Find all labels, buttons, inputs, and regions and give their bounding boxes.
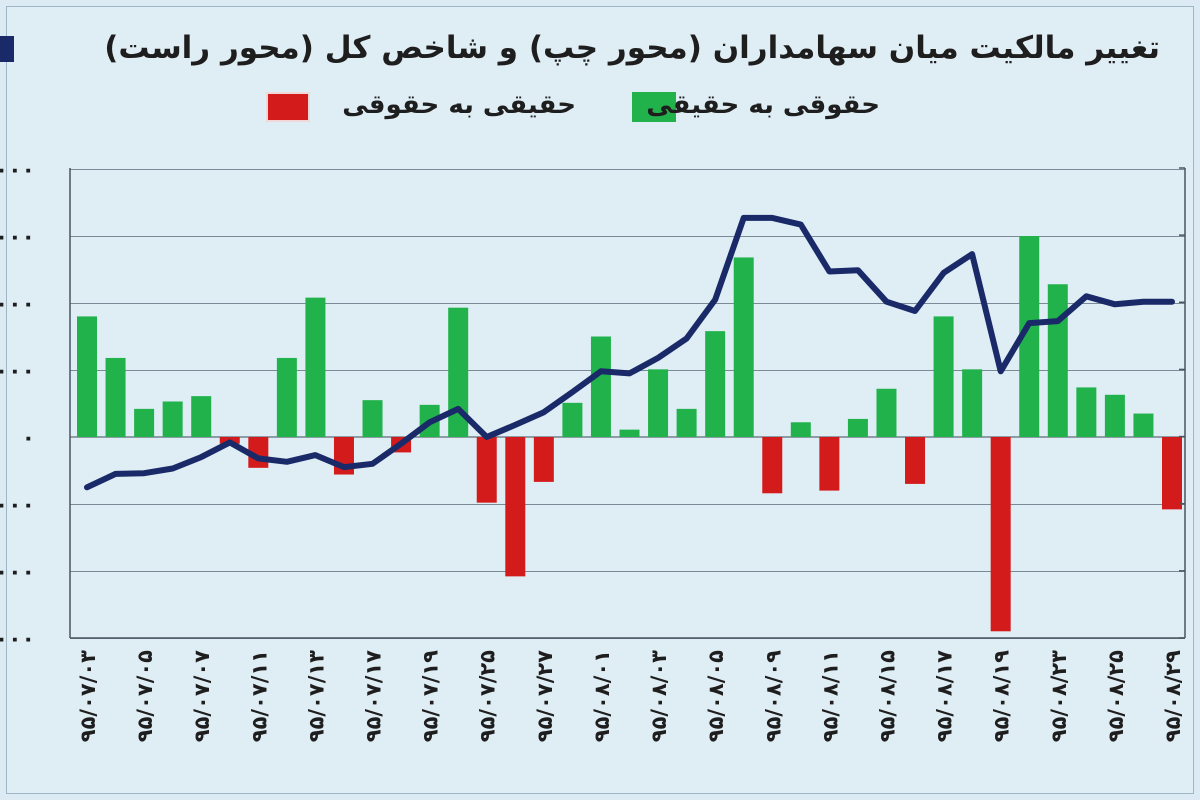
bar-green: [162, 401, 183, 437]
x-tick-label: ۹۵/۰۸/۲۹: [1161, 650, 1185, 742]
x-tick-label: ۹۵/۰۸/۰۱: [590, 650, 614, 742]
y-tick-label: ۰۰۰: [0, 359, 35, 384]
y-tick-label: ۰۰۰: [0, 292, 35, 317]
x-tick-label: ۹۵/۰۸/۰۳: [647, 650, 671, 742]
x-tick-label: ۹۵/۰۸/۰۵: [704, 650, 728, 742]
index-line: [84, 214, 1175, 491]
bar-green: [1047, 284, 1068, 437]
line-layer: [84, 214, 1175, 491]
bar-green: [448, 307, 469, 437]
legend-label-red: حقیقی به حقوقی: [342, 90, 576, 120]
bar-red: [990, 437, 1011, 632]
bar-green: [1019, 236, 1040, 437]
x-tick-label: ۹۵/۰۷/۰۷: [190, 650, 214, 742]
grid-layer: [70, 169, 1185, 639]
axis-layer: [69, 167, 1186, 639]
bar-green: [733, 257, 754, 437]
bar-green: [276, 357, 297, 437]
x-tick-label: ۹۵/۰۸/۰۹: [761, 650, 785, 742]
x-tick-label: ۹۵/۰۷/۲۵: [476, 650, 500, 742]
bar-green: [619, 429, 640, 437]
x-tick-label: ۹۵/۰۷/۱۹: [419, 650, 443, 742]
bar-green: [876, 388, 897, 437]
bar-red: [762, 437, 783, 494]
legend: حقوقی به حقیقی حقیقی به حقوقی: [0, 88, 1200, 128]
bar-red: [1162, 437, 1182, 510]
bar-green: [648, 369, 669, 437]
x-tick-label: ۹۵/۰۸/۲۳: [1047, 650, 1071, 742]
y-tick-label: ۰۰۰: [0, 158, 35, 183]
bar-red: [819, 437, 840, 491]
legend-item-red: حقیقی به حقوقی: [266, 88, 576, 128]
bar-green: [933, 316, 954, 437]
x-tick-label: ۹۵/۰۷/۲۷: [533, 650, 557, 742]
bar-green: [1133, 413, 1154, 437]
bar-green: [562, 402, 583, 437]
bar-green: [962, 369, 983, 437]
bar-green: [790, 422, 811, 437]
y-tick-label: ۰۰۰: [0, 560, 35, 585]
bar-red: [533, 437, 554, 482]
x-tick-label: ۹۵/۰۷/۰۳: [76, 650, 100, 742]
bar-red: [476, 437, 497, 503]
chart-title: تغییر مالکیت میان سهامداران (محور چپ) و …: [104, 30, 1160, 66]
bar-layer: [77, 236, 1182, 632]
bar-red: [505, 437, 526, 577]
x-tick-label: ۹۵/۰۸/۱۹: [990, 650, 1014, 742]
x-tick-label: ۹۵/۰۸/۲۵: [1104, 650, 1128, 742]
x-tick-label: ۹۵/۰۸/۱۱: [818, 650, 842, 742]
bar-green: [590, 336, 611, 437]
bar-green: [362, 400, 383, 437]
y-tick-label: ۰۰۰: [0, 225, 35, 250]
y-tick-label: ۰۰۰: [0, 493, 35, 518]
legend-label-green: حقوقی به حقیقی: [646, 90, 880, 120]
bar-green: [847, 418, 868, 437]
legend-swatch-red: [266, 92, 310, 122]
y-tick-label: ۰۰۰: [0, 627, 35, 652]
legend-item-green: حقوقی به حقیقی: [300, 88, 880, 128]
bar-green: [77, 316, 97, 437]
legend-swatch-green: [632, 92, 676, 122]
bar-green: [705, 331, 726, 437]
x-tick-label: ۹۵/۰۷/۱۱: [247, 650, 271, 742]
bar-green: [1104, 394, 1125, 437]
bar-green: [105, 357, 126, 437]
bar-green: [1076, 387, 1097, 437]
x-tick-label: ۹۵/۰۸/۱۷: [933, 650, 957, 742]
bar-green: [305, 297, 326, 437]
bar-red: [905, 437, 926, 484]
y-tick-label: ۰: [22, 426, 35, 451]
x-tick-label: ۹۵/۰۷/۱۷: [362, 650, 386, 742]
x-tick-label: ۹۵/۰۷/۱۳: [304, 650, 328, 742]
x-tick-label: ۹۵/۰۸/۱۵: [875, 650, 899, 742]
bar-green: [134, 408, 155, 437]
bar-green: [191, 396, 212, 437]
x-tick-label: ۹۵/۰۷/۰۵: [133, 650, 157, 742]
bar-green: [676, 408, 697, 437]
index-line-legend-swatch: [0, 36, 14, 62]
